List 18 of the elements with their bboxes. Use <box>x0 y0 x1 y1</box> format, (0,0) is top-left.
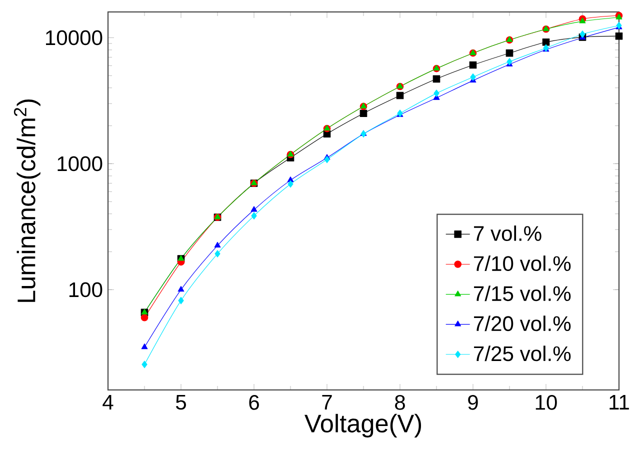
x-tick-label: 4 <box>102 394 114 410</box>
y-tick-label: 10000 <box>46 30 102 46</box>
legend-label: 7/15 vol.% <box>474 286 571 302</box>
x-tick-label: 5 <box>176 394 186 410</box>
legend-label: 7/25 vol.% <box>474 346 571 362</box>
legend-label: 7 vol.% <box>474 226 542 241</box>
legend-label: 7/10 vol.% <box>474 256 571 272</box>
x-axis-title: Voltage(V) <box>304 414 421 438</box>
x-tick-label: 8 <box>395 394 405 410</box>
x-tick-label: 9 <box>468 394 478 410</box>
x-tick-label: 7 <box>322 394 332 410</box>
x-tick-label: 11 <box>610 394 629 410</box>
x-tick-label: 10 <box>536 394 557 410</box>
y-axis-title: Luminance(cd/m$^{2}$) <box>14 100 40 302</box>
y-tick-label: 100 <box>69 282 102 298</box>
y-tick-label: 1000 <box>58 156 102 172</box>
x-tick-label: 6 <box>249 394 259 410</box>
legend-label: 7/20 vol.% <box>474 316 571 332</box>
